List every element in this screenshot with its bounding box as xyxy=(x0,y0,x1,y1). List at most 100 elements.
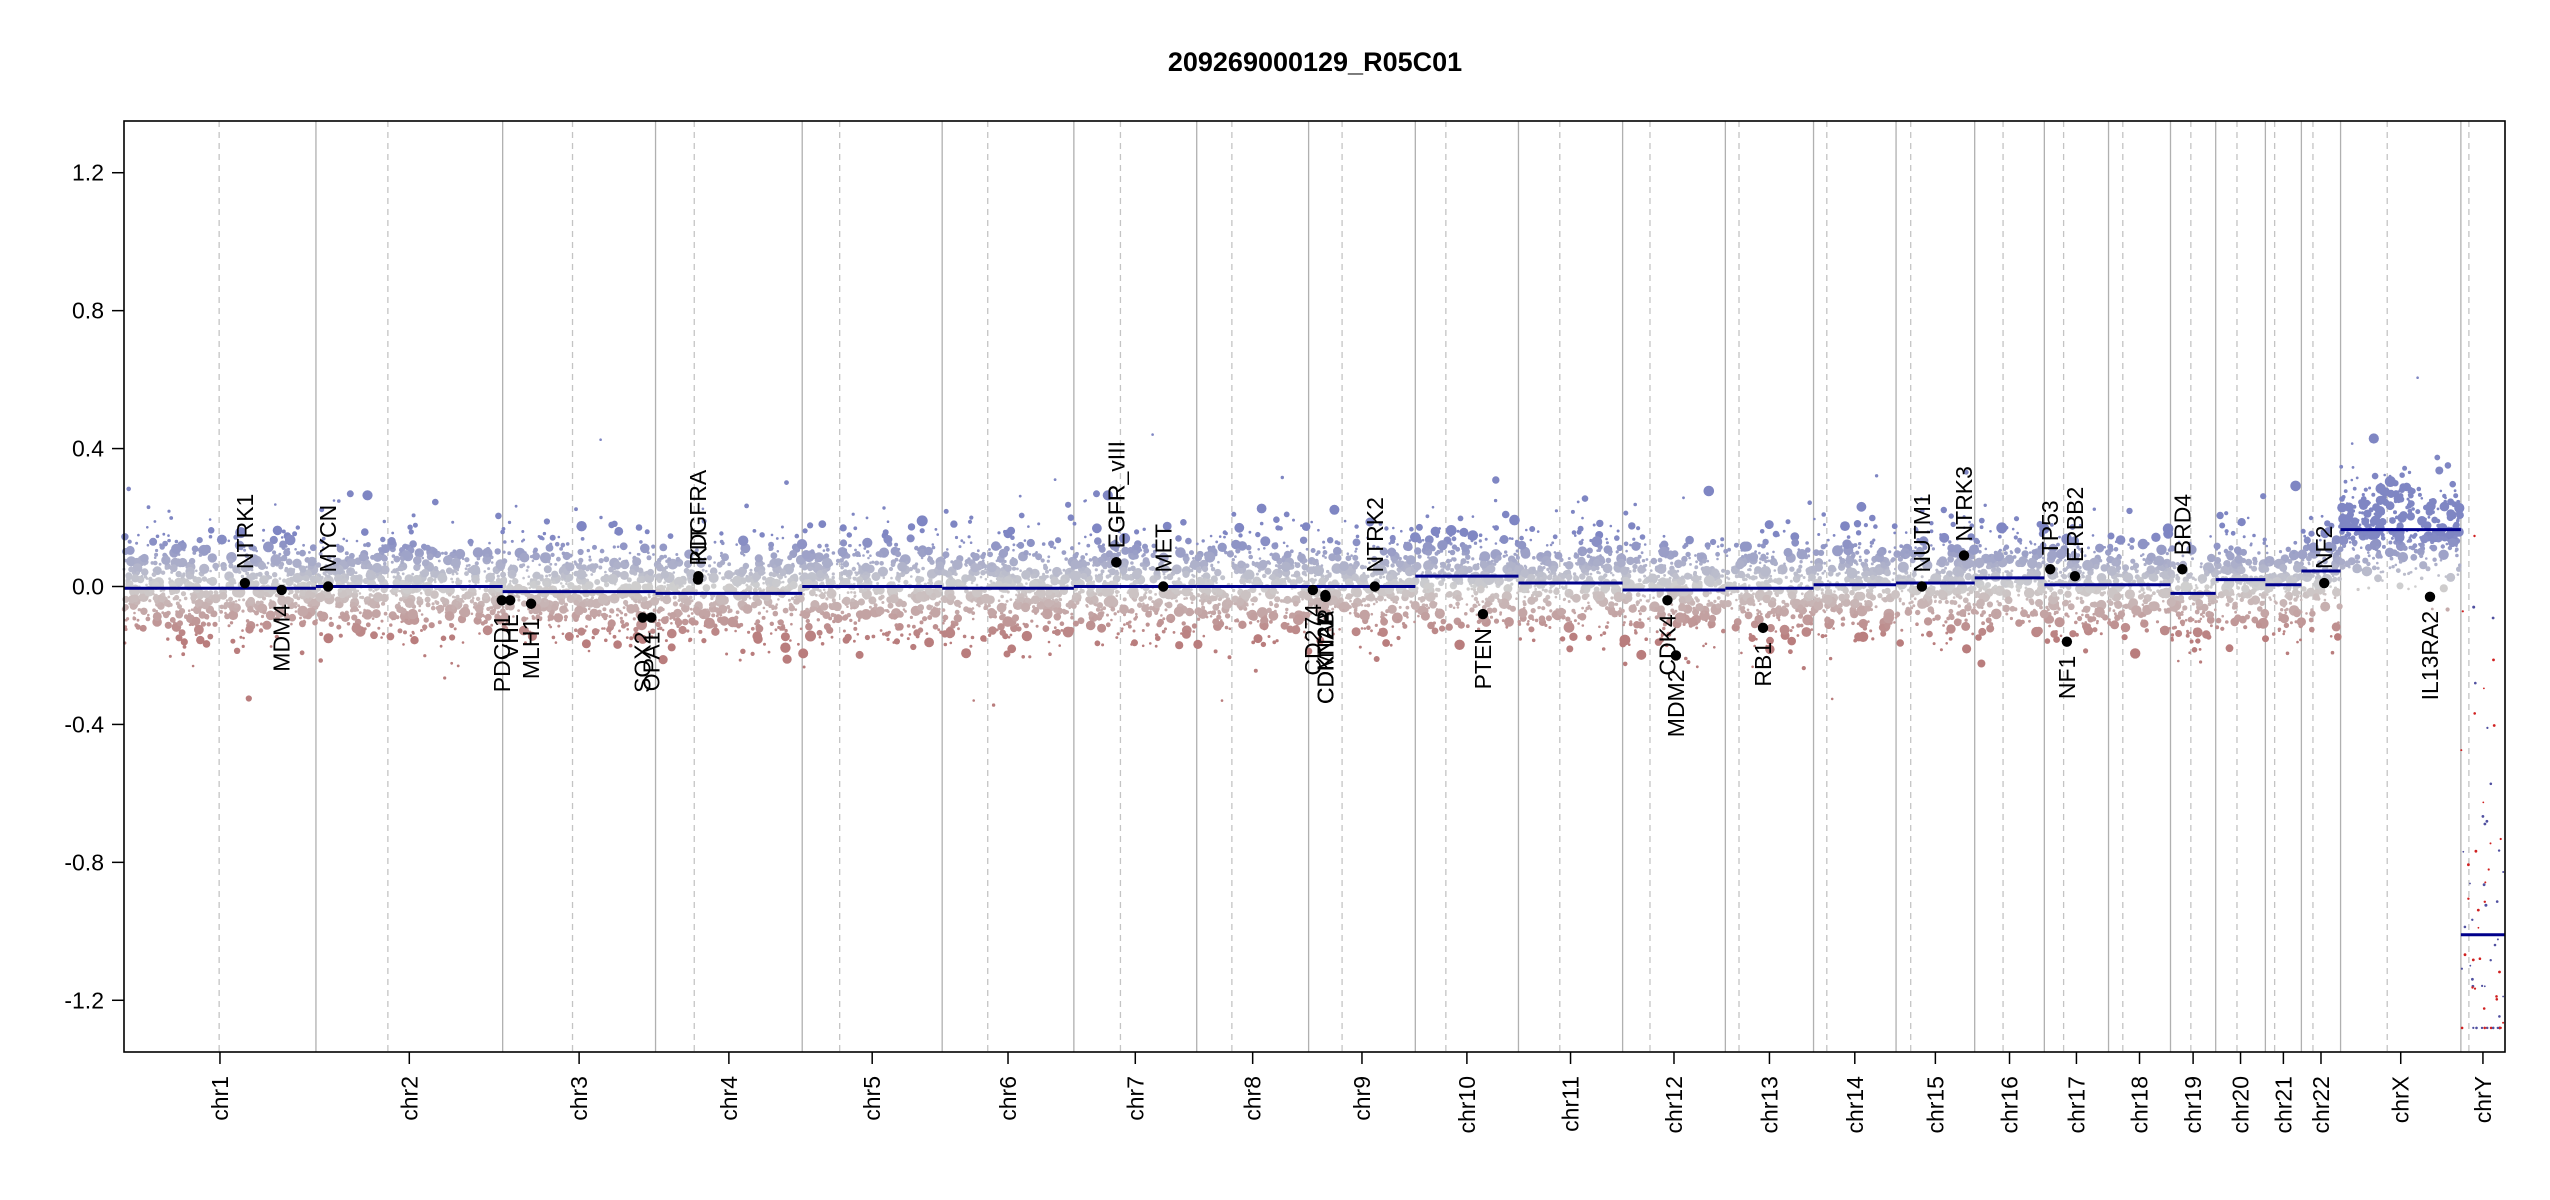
probe-point xyxy=(182,548,186,552)
probe-point xyxy=(971,617,975,621)
probe-point xyxy=(683,598,692,607)
probe-point xyxy=(585,625,588,628)
probe-point xyxy=(1190,601,1194,604)
probe-point xyxy=(212,562,219,570)
probe-point xyxy=(762,606,766,610)
probe-point xyxy=(549,534,556,541)
probe-point xyxy=(539,616,543,620)
probe-point xyxy=(853,591,857,595)
probe-point xyxy=(455,548,466,560)
probe-point xyxy=(543,565,552,574)
probe-point xyxy=(497,610,500,614)
probe-point xyxy=(1002,619,1007,625)
probe-point xyxy=(419,591,423,595)
probe-point xyxy=(1231,511,1237,517)
probe-point xyxy=(935,561,945,570)
probe-point xyxy=(1153,575,1159,580)
probe-point xyxy=(1481,600,1485,603)
probe-point xyxy=(1600,564,1605,569)
probe-point xyxy=(552,586,557,591)
probe-point xyxy=(154,552,159,557)
probe-point xyxy=(752,631,762,641)
probe-point xyxy=(1121,627,1124,630)
probe-point xyxy=(1427,556,1430,559)
probe-point xyxy=(1201,539,1205,543)
probe-point xyxy=(370,631,378,640)
probe-point xyxy=(392,578,400,587)
probe-point xyxy=(695,589,698,592)
probe-point xyxy=(233,647,241,654)
probe-point xyxy=(283,549,291,557)
probe-point xyxy=(302,619,306,623)
probe-point xyxy=(1530,608,1536,614)
probe-point xyxy=(576,634,579,638)
probe-point xyxy=(600,575,607,583)
probe-point xyxy=(1524,565,1528,569)
probe-point xyxy=(140,553,149,563)
probe-point xyxy=(147,613,150,617)
probe-point xyxy=(824,543,829,548)
probe-point xyxy=(1024,598,1030,603)
probe-point xyxy=(738,535,749,546)
probe-point xyxy=(517,609,520,612)
probe-point xyxy=(578,557,584,564)
probe-point xyxy=(634,600,638,604)
probe-point xyxy=(346,622,351,626)
probe-point xyxy=(1554,509,1558,513)
probe-point xyxy=(831,598,836,603)
chart-title: 209269000129_R05C01 xyxy=(1168,47,1462,77)
probe-point xyxy=(1355,534,1360,539)
probe-point xyxy=(853,594,857,598)
probe-point xyxy=(614,531,617,535)
probe-point xyxy=(626,577,632,583)
probe-point xyxy=(257,571,263,577)
probe-point xyxy=(1003,529,1007,534)
probe-point xyxy=(1390,563,1395,568)
probe-point xyxy=(322,590,327,595)
probe-point xyxy=(282,578,287,583)
probe-point xyxy=(559,547,563,551)
probe-point xyxy=(1428,571,1433,575)
probe-point xyxy=(660,570,670,579)
probe-point xyxy=(1097,623,1107,633)
probe-point xyxy=(1400,529,1403,533)
probe-point xyxy=(557,535,561,539)
probe-point xyxy=(657,597,661,601)
probe-point xyxy=(1479,545,1483,549)
probe-point xyxy=(527,582,531,586)
probe-point xyxy=(212,621,218,627)
probe-point xyxy=(738,658,742,662)
probe-point xyxy=(822,588,826,592)
probe-point xyxy=(1517,620,1521,624)
probe-point xyxy=(1338,588,1342,592)
probe-point xyxy=(713,540,717,544)
probe-point xyxy=(292,558,302,568)
probe-point xyxy=(507,585,513,591)
probe-point xyxy=(607,573,619,585)
probe-point xyxy=(1516,591,1519,595)
probe-point xyxy=(1016,626,1022,632)
probe-point xyxy=(1231,539,1241,550)
probe-point xyxy=(1576,500,1580,504)
probe-point xyxy=(318,551,323,556)
probe-point xyxy=(1083,499,1087,503)
probe-point xyxy=(898,559,902,562)
probe-point xyxy=(489,609,496,616)
probe-point xyxy=(413,556,422,565)
probe-point xyxy=(748,596,752,600)
probe-point xyxy=(1128,624,1132,629)
probe-point xyxy=(470,599,474,603)
probe-point xyxy=(747,630,751,634)
probe-point xyxy=(862,537,873,548)
probe-point xyxy=(321,536,326,541)
probe-point xyxy=(1021,570,1031,580)
probe-point xyxy=(900,633,904,637)
probe-point xyxy=(399,589,403,593)
probe-point xyxy=(1457,621,1465,629)
probe-point xyxy=(1273,609,1277,613)
probe-point xyxy=(1495,580,1500,585)
probe-point xyxy=(1398,605,1402,609)
probe-point xyxy=(1365,594,1372,601)
probe-point xyxy=(433,566,439,571)
probe-point xyxy=(752,581,760,589)
